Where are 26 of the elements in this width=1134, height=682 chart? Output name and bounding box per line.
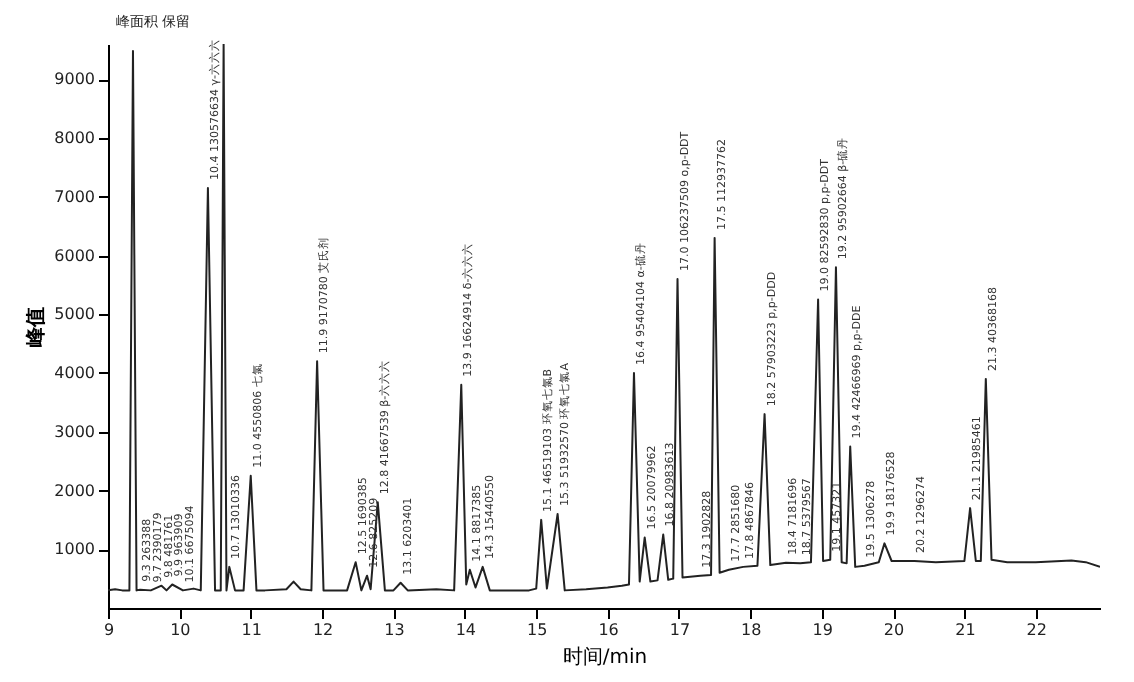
x-tick-label: 12 [312,621,334,639]
x-tick-label: 14 [455,621,477,639]
y-axis-title: 峰值 [24,307,49,347]
y-tick-label: 9000 [54,70,95,89]
y-tick-label: 3000 [54,422,95,441]
x-tick-label: 15 [527,621,548,639]
x-tick-label: 20 [883,621,905,639]
x-tick-label: 9 [103,621,115,639]
line-series [108,44,1100,592]
y-tick-label: 5000 [54,305,95,324]
y-tick-label: 6000 [54,246,95,265]
x-tick-label: 16 [598,621,619,639]
x-tick-label: 13 [384,621,405,639]
x-axis-title: 时间/min [562,645,648,669]
x-tick-label: 22 [1026,621,1047,639]
x-tick-label: 17 [669,621,691,639]
x-tick-label: 11 [241,621,262,639]
y-tick-label: 8000 [54,129,95,147]
x-tick-label: 21 [955,621,976,639]
y-tick-label: 4000 [54,364,95,382]
y-tick-label: 2000 [54,481,95,500]
x-tick-label: 19 [812,621,833,639]
x-tick-label: 18 [741,621,762,639]
x-tick-label: 10 [170,621,191,639]
y-tick-label: 1000 [54,540,95,559]
y-tick-label: 7000 [54,187,95,206]
